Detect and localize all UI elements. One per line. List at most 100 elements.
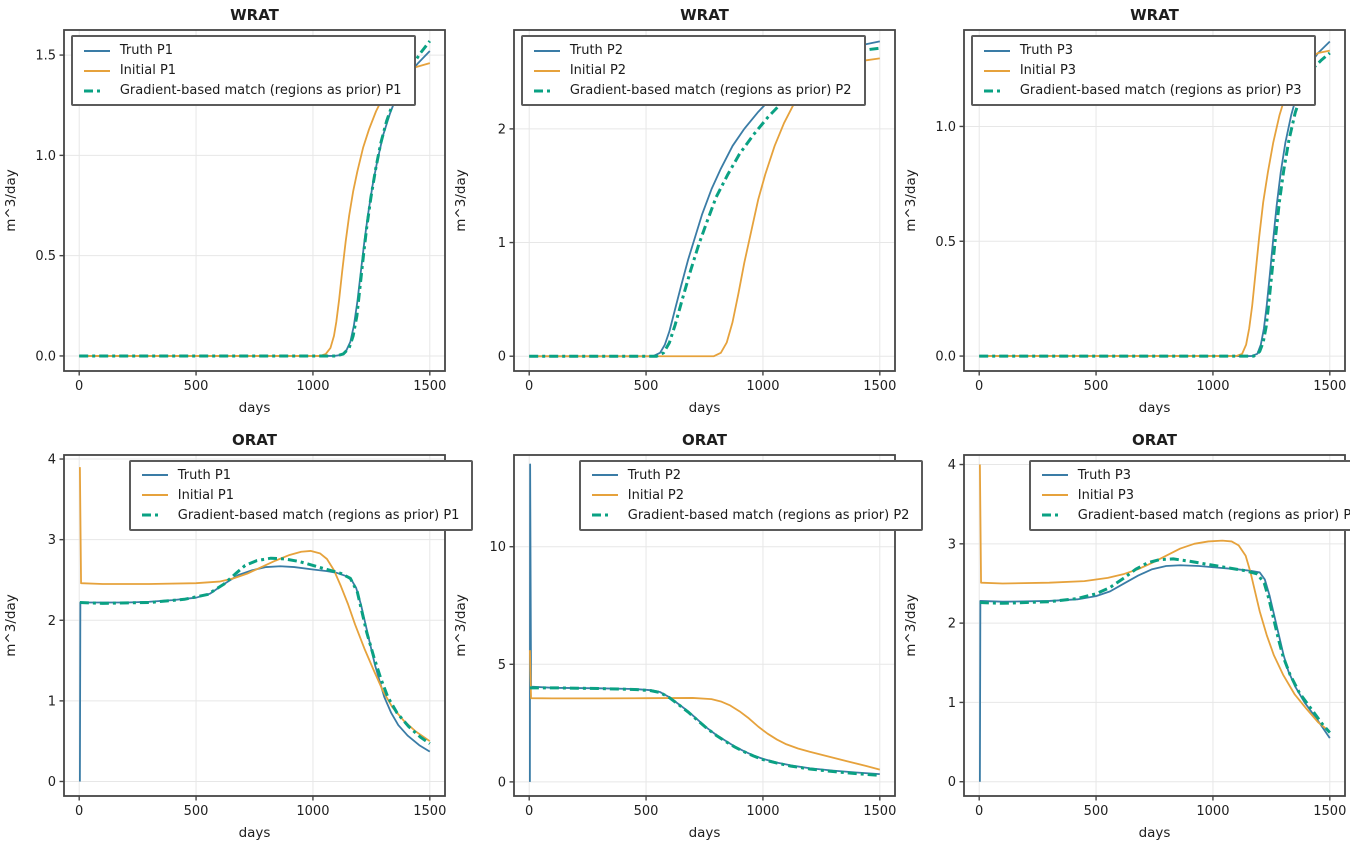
legend-line-swatch-icon bbox=[533, 69, 560, 72]
y-axis-label: m^3/day bbox=[903, 169, 919, 231]
y-tick-label: 4 bbox=[48, 453, 56, 468]
x-axis-label: days bbox=[239, 400, 271, 416]
x-tick-label: 1500 bbox=[863, 379, 896, 394]
legend-item: Gradient-based match (regions as prior) … bbox=[1041, 509, 1350, 522]
y-tick-label: 10 bbox=[489, 540, 506, 555]
legend-label: Initial P2 bbox=[627, 487, 684, 503]
legend-line-swatch-icon bbox=[533, 49, 560, 52]
y-tick-label: 5 bbox=[498, 658, 506, 673]
legend-label: Truth P1 bbox=[119, 43, 174, 59]
plot-border bbox=[63, 454, 446, 797]
legend-item: Truth P2 bbox=[591, 469, 910, 482]
series-line-truth bbox=[978, 564, 1331, 782]
legend-orat-p3: Truth P3 Initial P3 Gradient-based match (… bbox=[1028, 459, 1350, 531]
legend-label: Gradient-based match (regions as prior) … bbox=[627, 507, 910, 523]
legend-item: Gradient-based match (regions as prior) … bbox=[141, 509, 459, 522]
chart-title: ORAT bbox=[1132, 431, 1178, 449]
legend-label: Gradient-based match (regions as prior) … bbox=[1019, 83, 1302, 99]
y-tick-label: 3 bbox=[948, 537, 956, 552]
subplot-wrat-p1: 0 500 1000 1500 0.0 0.5 1.0 1.5 WRAT days m^3/day T… bbox=[0, 0, 450, 425]
x-axis-label: days bbox=[689, 825, 721, 841]
legend-line-swatch-icon bbox=[83, 89, 110, 93]
legend-item: Initial P1 bbox=[141, 489, 460, 502]
legend-label: Initial P2 bbox=[569, 63, 627, 79]
y-axis-label: m^3/day bbox=[453, 594, 469, 656]
y-tick-label: 1 bbox=[948, 696, 956, 711]
legend-line-swatch-icon bbox=[533, 89, 560, 93]
x-tick-label: 0 bbox=[75, 379, 83, 394]
legend-item: Gradient-based match (regions as prior) … bbox=[533, 84, 852, 97]
x-tick-label: 0 bbox=[525, 379, 533, 394]
x-tick-label: 500 bbox=[184, 379, 209, 394]
y-axis-label: m^3/day bbox=[453, 169, 469, 231]
series-line-match bbox=[529, 686, 880, 777]
x-tick-label: 500 bbox=[1084, 804, 1109, 819]
y-tick-label: 0 bbox=[498, 350, 506, 365]
legend-label: Truth P2 bbox=[569, 43, 624, 59]
legend-line-swatch-icon bbox=[983, 89, 1010, 93]
legend-item: Truth P2 bbox=[533, 44, 852, 57]
legend-item: Initial P3 bbox=[983, 64, 1302, 77]
x-tick-label: 1000 bbox=[746, 379, 779, 394]
x-tick-label: 1000 bbox=[1196, 379, 1229, 394]
y-tick-label: 2 bbox=[498, 122, 506, 137]
plot-border bbox=[513, 29, 896, 372]
x-tick-label: 1000 bbox=[746, 804, 779, 819]
chart-title: WRAT bbox=[1130, 6, 1180, 24]
chart-canvas-orat-p3: 0 500 1000 1500 0 1 2 3 4 ORAT days m^3/day bbox=[903, 431, 1346, 841]
legend-wrat-p3: Truth P3 Initial P3 Gradient-based match (… bbox=[970, 35, 1316, 107]
legend-label: Truth P3 bbox=[1077, 467, 1131, 483]
y-axis-label: m^3/day bbox=[3, 169, 19, 231]
legend-item: Initial P3 bbox=[1041, 489, 1350, 502]
x-tick-label: 1500 bbox=[863, 804, 896, 819]
legend-label: Truth P1 bbox=[177, 467, 231, 483]
subplot-wrat-p2: 0 500 1000 1500 0 1 2 WRAT days m^3/day Truth P2 In… bbox=[450, 0, 900, 425]
y-axis-label: m^3/day bbox=[903, 594, 919, 656]
x-axis-label: days bbox=[1139, 400, 1171, 416]
legend-line-swatch-icon bbox=[591, 474, 618, 477]
x-tick-label: 500 bbox=[1084, 379, 1109, 394]
legend-item: Gradient-based match (regions as prior) … bbox=[83, 84, 402, 97]
series-line-match bbox=[979, 557, 1331, 734]
x-axis-label: days bbox=[689, 400, 721, 416]
plot-border bbox=[963, 454, 1346, 797]
chart-title: ORAT bbox=[232, 431, 278, 449]
legend-line-swatch-icon bbox=[83, 69, 110, 72]
series-line-initial bbox=[528, 650, 881, 771]
legend-item: Truth P1 bbox=[83, 44, 402, 57]
y-tick-label: 1.0 bbox=[35, 149, 56, 164]
series-line-initial bbox=[78, 467, 431, 742]
legend-item: Gradient-based match (regions as prior) … bbox=[983, 84, 1302, 97]
chart-title: WRAT bbox=[230, 6, 280, 24]
x-tick-label: 1000 bbox=[1196, 804, 1229, 819]
legend-label: Initial P1 bbox=[119, 63, 177, 79]
subplot-orat-p3: 0 500 1000 1500 0 1 2 3 4 ORAT days m^3/day Truth P3… bbox=[900, 425, 1350, 850]
legend-label: Truth P3 bbox=[1019, 43, 1074, 59]
legend-item: Initial P1 bbox=[83, 64, 402, 77]
legend-label: Gradient-based match (regions as prior) … bbox=[1077, 507, 1350, 523]
y-tick-label: 2 bbox=[948, 617, 956, 632]
legend-line-swatch-icon bbox=[1041, 494, 1068, 497]
legend-item: Truth P3 bbox=[1041, 469, 1350, 482]
x-tick-label: 500 bbox=[634, 804, 659, 819]
y-tick-label: 0.0 bbox=[35, 349, 56, 364]
y-tick-label: 0 bbox=[48, 775, 56, 790]
y-tick-label: 4 bbox=[948, 458, 956, 473]
series-line-truth bbox=[78, 565, 431, 782]
legend-item: Gradient-based match (regions as prior) … bbox=[591, 507, 910, 523]
x-tick-label: 0 bbox=[525, 804, 533, 819]
subplot-orat-p1: 0 500 1000 1500 0 1 2 3 4 ORAT days m^3/day Truth P1… bbox=[0, 425, 474, 850]
x-tick-label: 1500 bbox=[413, 379, 446, 394]
chart-canvas-orat-p1: 0 500 1000 1500 0 1 2 3 4 ORAT days m^3/day bbox=[3, 431, 446, 841]
y-axis-label: m^3/day bbox=[3, 594, 19, 656]
legend-line-swatch-icon bbox=[1041, 513, 1068, 517]
legend-line-swatch-icon bbox=[141, 494, 168, 497]
y-tick-label: 0 bbox=[498, 775, 506, 790]
y-tick-label: 0 bbox=[948, 775, 956, 790]
chart-title: WRAT bbox=[680, 6, 730, 24]
series-line-initial bbox=[79, 62, 431, 357]
series-line-initial bbox=[978, 464, 1331, 733]
legend-item: Truth P3 bbox=[983, 44, 1302, 57]
x-tick-label: 1000 bbox=[296, 379, 329, 394]
